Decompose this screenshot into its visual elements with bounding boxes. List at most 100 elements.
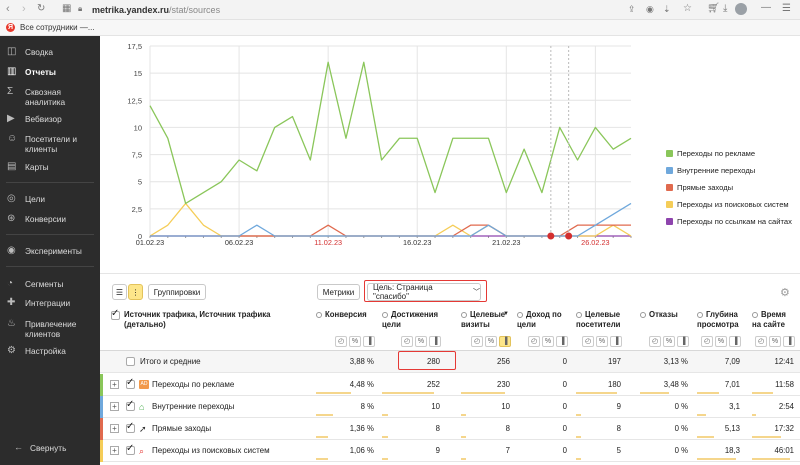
grouping-button[interactable]: Группировки [148, 284, 206, 300]
sidebar-item-4[interactable]: ▶ Вебвизор [0, 113, 100, 137]
bar-view-icon[interactable]: ▐ [729, 336, 741, 347]
column-radio-icon[interactable] [697, 312, 703, 318]
sidebar-item-5[interactable]: ☺ Посетители и клиенты [0, 133, 100, 157]
expand-row-button[interactable]: + [110, 402, 119, 411]
pie-view-icon[interactable]: ◴ [701, 336, 713, 347]
column-radio-icon[interactable] [517, 312, 523, 318]
legend-item[interactable]: Переходы по ссылкам на сайтах [666, 216, 792, 226]
sidebar-item-10[interactable]: ◔ Сегменты [0, 278, 100, 302]
sort-desc-icon[interactable]: ▼ [503, 311, 509, 317]
column-radio-icon[interactable] [461, 312, 467, 318]
bar-view-icon[interactable]: ▐ [610, 336, 622, 347]
profile-icon[interactable] [735, 3, 747, 15]
pie-view-icon[interactable]: ◴ [582, 336, 594, 347]
download-icon[interactable]: ⇣ [663, 4, 671, 14]
expand-row-button[interactable]: + [110, 380, 119, 389]
row-checkbox[interactable] [126, 377, 135, 389]
column-header-7[interactable]: Глубина просмотра [697, 310, 742, 330]
reload-icon[interactable]: ↻ [37, 3, 46, 14]
row-label[interactable]: Переходы по рекламе [152, 380, 235, 389]
metrics-button[interactable]: Метрики [317, 284, 360, 300]
column-header-6[interactable]: Отказы [640, 310, 690, 320]
expand-row-button[interactable]: + [110, 424, 119, 433]
bookmark-item[interactable]: Все сотрудники —... [20, 23, 95, 32]
row-checkbox[interactable] [126, 443, 135, 455]
url-bar[interactable]: metrika.yandex.ru/stat/sources [92, 5, 220, 15]
sidebar-item-2[interactable]: ▥ Отчеты [0, 66, 100, 90]
legend-item[interactable]: Переходы из поисковых систем [666, 199, 789, 209]
column-radio-icon[interactable] [576, 312, 582, 318]
column-header-2[interactable]: Достижения цели [382, 310, 442, 330]
cart-icon[interactable]: 🛒︎ [707, 3, 720, 14]
percent-view-icon[interactable]: % [415, 336, 427, 347]
bar-view-icon[interactable]: ▐ [556, 336, 568, 347]
tree-view-button[interactable]: ⋮ [128, 284, 143, 300]
percent-view-icon[interactable]: % [663, 336, 675, 347]
legend-item[interactable]: Переходы по рекламе [666, 148, 755, 158]
percent-view-icon[interactable]: % [485, 336, 497, 347]
percent-view-icon[interactable]: % [596, 336, 608, 347]
column-header-3[interactable]: Целевые визиты [461, 310, 512, 330]
column-radio-icon[interactable] [752, 312, 758, 318]
goal-select[interactable]: Цель: Страница "спасибо" ﹀ [367, 283, 481, 301]
percent-view-icon[interactable]: % [769, 336, 781, 347]
column-header-5[interactable]: Целевые посетители [576, 310, 623, 330]
sidebar-item-6[interactable]: ▤ Карты [0, 161, 100, 185]
table-row[interactable]: + ➚ Прямые заходы 1,36 % 8 8 0 8 0 % 5,13 17:32 [100, 418, 800, 440]
totals-checkbox[interactable] [126, 357, 135, 366]
dimension-header[interactable]: Источник трафика, Источник трафика (дета… [124, 310, 271, 329]
camera-icon[interactable]: ◉ [646, 4, 654, 14]
back-icon[interactable]: ‹ [6, 3, 10, 15]
percent-view-icon[interactable]: % [715, 336, 727, 347]
row-checkbox[interactable] [126, 421, 135, 433]
star-icon[interactable]: ☆ [683, 3, 692, 14]
column-header-8[interactable]: Время на сайте [752, 310, 796, 330]
column-header-1[interactable]: Конверсия [316, 310, 376, 320]
table-row[interactable]: + ⌂ Внутренние переходы 8 % 10 10 0 9 0 % 3,1 2:54 [100, 396, 800, 418]
row-label[interactable]: Внутренние переходы [152, 402, 235, 411]
list-view-button[interactable]: ☰ [112, 284, 127, 300]
column-radio-icon[interactable] [640, 312, 646, 318]
sidebar-item-7[interactable]: ◎ Цели [0, 193, 100, 217]
percent-view-icon[interactable]: % [349, 336, 361, 347]
row-label[interactable]: Переходы из поисковых систем [152, 446, 270, 455]
row-label[interactable]: Прямые заходы [152, 424, 212, 433]
sidebar-item-11[interactable]: ✚ Интеграции [0, 297, 100, 321]
sidebar-item-9[interactable]: ◉ Эксперименты [0, 245, 100, 269]
pie-view-icon[interactable]: ◴ [471, 336, 483, 347]
legend-item[interactable]: Прямые заходы [666, 182, 733, 192]
collapse-sidebar-button[interactable]: ← Свернуть [0, 442, 100, 456]
bar-view-icon[interactable]: ▐ [363, 336, 375, 347]
annotation-marker[interactable] [565, 232, 573, 240]
forward-icon[interactable]: › [22, 3, 26, 15]
sidebar-item-12[interactable]: ♨ Привлечение клиентов [0, 318, 100, 342]
sidebar-item-1[interactable]: ◫ Сводка [0, 46, 100, 70]
pie-view-icon[interactable]: ◴ [401, 336, 413, 347]
expand-row-button[interactable]: + [110, 446, 119, 455]
menu-icon[interactable]: ☰ [782, 3, 791, 14]
settings-gear-icon[interactable]: ⚙ [780, 287, 790, 299]
tabs-grid-icon[interactable]: ▦ [62, 3, 72, 14]
bar-view-icon[interactable]: ▐ [429, 336, 441, 347]
table-row[interactable]: + ⌕ Переходы из поисковых систем 1,06 % 9 7 0 5… [100, 440, 800, 462]
column-radio-icon[interactable] [316, 312, 322, 318]
bar-view-icon[interactable]: ▐ [499, 336, 511, 347]
annotation-marker[interactable] [547, 232, 555, 240]
pie-view-icon[interactable]: ◴ [335, 336, 347, 347]
pie-view-icon[interactable]: ◴ [528, 336, 540, 347]
pie-view-icon[interactable]: ◴ [755, 336, 767, 347]
bar-view-icon[interactable]: ▐ [783, 336, 795, 347]
legend-item[interactable]: Внутренние переходы [666, 165, 755, 175]
sidebar-item-8[interactable]: ⊛ Конверсии [0, 213, 100, 237]
download-tray-icon[interactable]: ⤓ [723, 3, 728, 14]
column-header-4[interactable]: Доход по цели [517, 310, 569, 330]
select-all-checkbox[interactable] [111, 308, 120, 320]
share-icon[interactable]: ⇪ [628, 4, 636, 14]
row-checkbox[interactable] [126, 399, 135, 411]
minimize-icon[interactable]: — [761, 2, 771, 13]
pie-view-icon[interactable]: ◴ [649, 336, 661, 347]
sidebar-item-3[interactable]: Σ Сквозная аналитика [0, 86, 100, 110]
bar-view-icon[interactable]: ▐ [677, 336, 689, 347]
column-radio-icon[interactable] [382, 312, 388, 318]
